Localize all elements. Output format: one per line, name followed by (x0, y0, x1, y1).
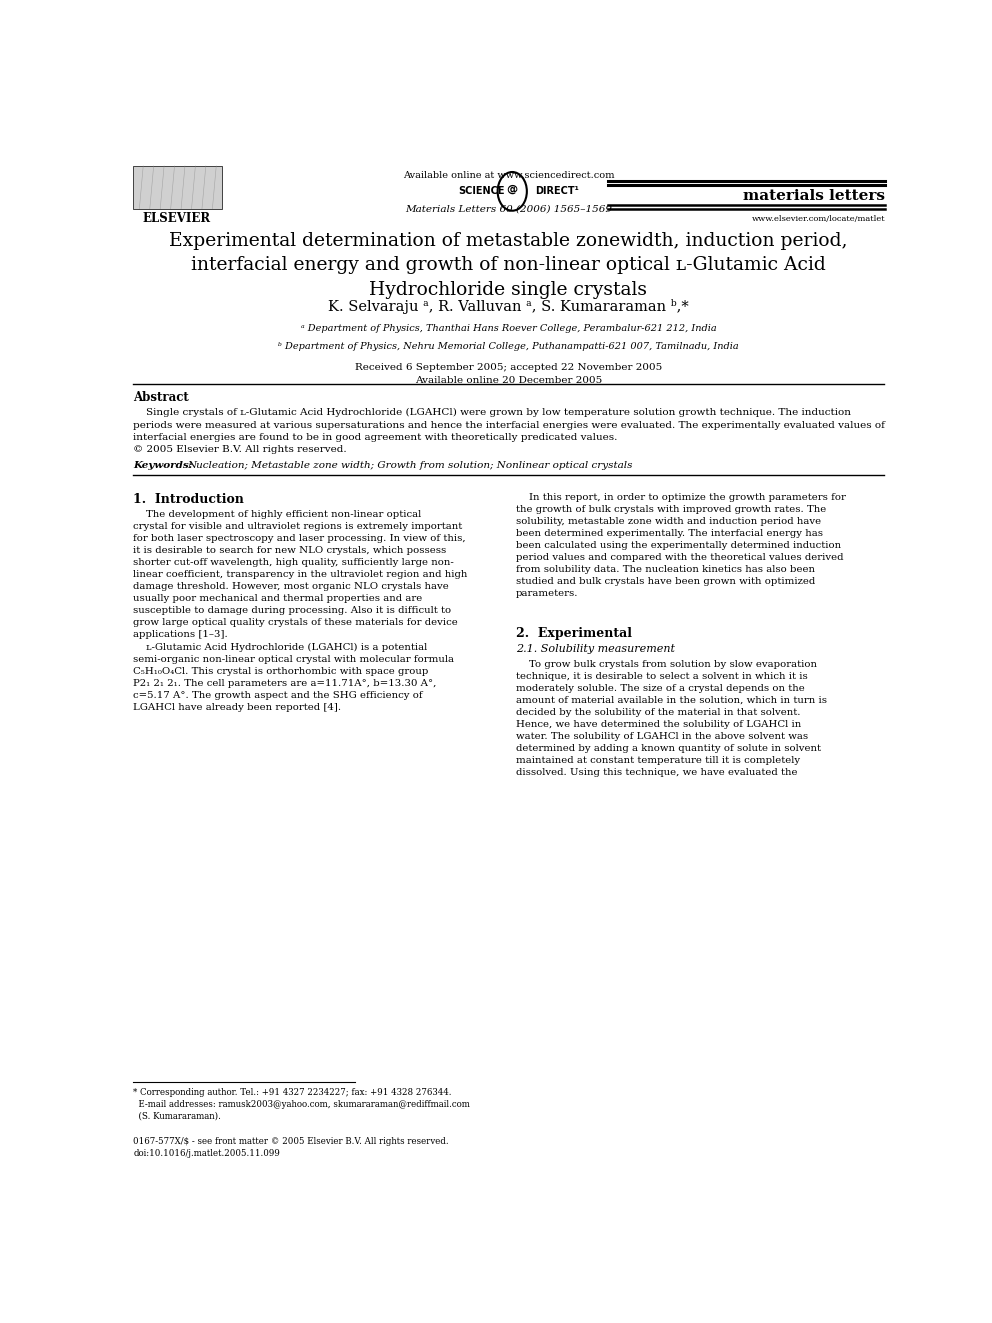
Text: K. Selvaraju ᵃ, R. Valluvan ᵃ, S. Kumararaman ᵇ,*: K. Selvaraju ᵃ, R. Valluvan ᵃ, S. Kumara… (328, 299, 688, 315)
Text: To grow bulk crystals from solution by slow evaporation
technique, it is desirab: To grow bulk crystals from solution by s… (516, 660, 827, 777)
Text: ᵃ Department of Physics, Thanthai Hans Roever College, Perambalur-621 212, India: ᵃ Department of Physics, Thanthai Hans R… (301, 324, 716, 333)
Text: Received 6 September 2005; accepted 22 November 2005
Available online 20 Decembe: Received 6 September 2005; accepted 22 N… (355, 363, 662, 385)
Text: 2.1. Solubility measurement: 2.1. Solubility measurement (516, 644, 676, 654)
Text: @: @ (507, 184, 518, 193)
Text: * Corresponding author. Tel.: +91 4327 2234227; fax: +91 4328 276344.
  E-mail a: * Corresponding author. Tel.: +91 4327 2… (133, 1088, 470, 1121)
Text: Single crystals of ʟ-Glutamic Acid Hydrochloride (LGAHCl) were grown by low temp: Single crystals of ʟ-Glutamic Acid Hydro… (133, 409, 885, 454)
Text: 0167-577X/$ - see front matter © 2005 Elsevier B.V. All rights reserved.
doi:10.: 0167-577X/$ - see front matter © 2005 El… (133, 1136, 448, 1158)
Text: www.elsevier.com/locate/matlet: www.elsevier.com/locate/matlet (752, 214, 885, 222)
Text: Available online at www.sciencedirect.com: Available online at www.sciencedirect.co… (403, 171, 614, 180)
FancyBboxPatch shape (133, 165, 221, 209)
Text: 2.  Experimental: 2. Experimental (516, 627, 632, 640)
Text: ᵇ Department of Physics, Nehru Memorial College, Puthanampatti-621 007, Tamilnad: ᵇ Department of Physics, Nehru Memorial … (278, 343, 739, 351)
Text: materials letters: materials letters (743, 189, 885, 204)
Text: 1.  Introduction: 1. Introduction (133, 493, 244, 505)
Text: The development of highly efficient non-linear optical
crystal for visible and u: The development of highly efficient non-… (133, 511, 467, 712)
Text: Materials Letters 60 (2006) 1565–1569: Materials Letters 60 (2006) 1565–1569 (405, 205, 612, 213)
Text: ELSEVIER: ELSEVIER (142, 212, 210, 225)
Text: Keywords:: Keywords: (133, 462, 192, 470)
Text: Abstract: Abstract (133, 392, 188, 404)
Text: Nucleation; Metastable zone width; Growth from solution; Nonlinear optical cryst: Nucleation; Metastable zone width; Growt… (187, 462, 633, 470)
Text: DIRECT¹: DIRECT¹ (536, 187, 579, 196)
Text: In this report, in order to optimize the growth parameters for
the growth of bul: In this report, in order to optimize the… (516, 493, 846, 598)
Text: SCIENCE: SCIENCE (458, 187, 505, 196)
Text: Experimental determination of metastable zonewidth, induction period,
interfacia: Experimental determination of metastable… (170, 232, 847, 299)
